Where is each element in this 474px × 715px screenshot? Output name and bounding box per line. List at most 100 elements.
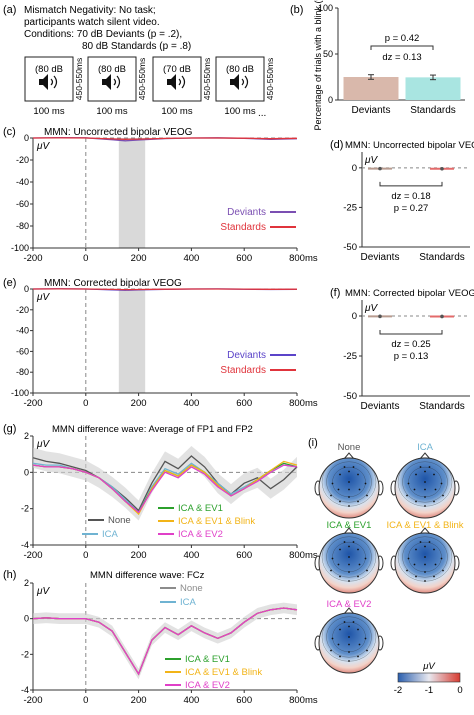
effect-size: dz = 0.13 [382, 52, 421, 63]
y-unit-label: μV [36, 586, 50, 597]
electrode-dot [330, 494, 332, 497]
x-tick-label: -200 [23, 550, 42, 561]
data-point [440, 166, 444, 171]
scalp-map [394, 457, 456, 519]
panel-d-title: MMN: Uncorrected bipolar VEOG [345, 140, 474, 151]
y-tick-label: 0 [328, 95, 333, 105]
electrode-dot [343, 541, 346, 543]
x-tick-label: 400 [183, 253, 199, 264]
electrode-dot [415, 575, 417, 578]
electrode-dot [348, 571, 350, 573]
x-unit-label: ms [305, 253, 318, 264]
panel-e-plot: 0 -20 -40 -60 -80 -100-200 0 200 400 600 800 ms μV De… [11, 284, 318, 409]
electrode-dot [358, 488, 361, 491]
tone-level: (80 dB [98, 64, 126, 75]
contour-line [326, 536, 372, 578]
scalp-map [394, 532, 456, 594]
electrode-dot [337, 488, 340, 491]
panel-a-line-3: Conditions: 70 dB Deviants (p = .2), [24, 29, 182, 40]
x-tick-label: Deviants [361, 252, 400, 263]
panel-c-letter: (c) [3, 126, 16, 138]
contour-line [326, 461, 372, 503]
y-tick-label: -25 [343, 351, 357, 362]
series-line-ica-ev2 [32, 607, 298, 676]
confidence-band [33, 446, 297, 521]
y-tick-label: 0 [352, 311, 357, 322]
electrode-dot [357, 628, 359, 631]
p-value: p = 0.13 [394, 351, 429, 362]
x-tick-label: Standards [410, 105, 456, 116]
x-tick-label: -200 [23, 695, 42, 706]
electrode-dot [357, 500, 359, 503]
significance-bracket [370, 45, 434, 50]
significance-bracket [379, 330, 443, 335]
panel-h: (h) MMN difference wave: FCz 2 0 -2 -4-200 0… [3, 569, 318, 706]
analysis-window [118, 138, 146, 248]
legend-label: Deviants [227, 350, 266, 361]
data-point [378, 314, 382, 319]
electrode-dot [424, 580, 426, 582]
x-tick-label: Deviants [352, 105, 391, 116]
topomap-label: ICA & EV2 [327, 599, 372, 610]
electrode-dot [428, 541, 431, 543]
electrode-dot [424, 496, 426, 498]
panel-c-plot: 0 -20 -40 -60 -80 -100-200 0 200 400 600 800 ms μV De… [11, 133, 318, 264]
electrode-dot [339, 655, 341, 658]
y-tick-label: -60 [16, 346, 29, 356]
y-unit-label: μV [364, 155, 378, 166]
series-line-ica-ev2 [32, 464, 298, 514]
y-tick-label: 2 [24, 431, 29, 441]
electrode-dot [331, 557, 334, 560]
bar-standards [405, 77, 461, 100]
panel-d-letter: (d) [330, 139, 343, 151]
electrode-dot [348, 505, 350, 507]
significance-bracket [379, 181, 443, 187]
panel-g-plot: 2 0 -2 -4-200 0 200 400 600 800 ms μV None ICA ICA & … [21, 431, 318, 561]
panel-f-title: MMN: Corrected bipolar VEOG [345, 288, 474, 299]
x-tick-label: 200 [131, 398, 147, 409]
x-tick-label: 0 [83, 695, 88, 706]
y-tick-label: -50 [343, 391, 357, 402]
electrode-dot [424, 481, 426, 483]
electrode-dot [348, 556, 350, 558]
panel-b-plot: 0 50 100 Deviants Standards p = 0.42 dz = 0.13 [318, 3, 465, 116]
x-tick-label: 200 [131, 253, 147, 264]
y-tick-label: -60 [16, 199, 29, 209]
y-tick-label: -100 [11, 243, 29, 253]
electrode-dot [348, 488, 350, 491]
series-line-none [32, 455, 298, 512]
electrode-dot [433, 575, 435, 578]
electrode-dot [424, 545, 426, 548]
x-tick-label: 400 [183, 695, 199, 706]
panel-e: (e) MMN: Corrected bipolar VEOG 0 -20 -40 -… [3, 277, 318, 409]
analysis-window [118, 289, 146, 393]
electrode-dot [440, 557, 443, 560]
electrode-dot [364, 557, 367, 560]
electrode-dot [424, 488, 426, 491]
electrode-dot [348, 563, 350, 566]
y-tick-label: 50 [323, 49, 333, 59]
electrode-dot [428, 466, 431, 468]
x-tick-label: -200 [23, 398, 42, 409]
x-tick-label: 600 [236, 253, 252, 264]
electrode-dot [407, 482, 410, 485]
nose-icon [419, 452, 431, 460]
x-tick-label: 400 [183, 550, 199, 561]
electrode-dot [364, 482, 367, 485]
electrode-dot [442, 494, 444, 497]
y-tick-label: -20 [16, 305, 29, 315]
panel-a-line-1: Mismatch Negativity: No task; [24, 5, 156, 16]
tone-duration: 100 ms [224, 106, 255, 117]
panel-c: (c) MMN: Uncorrected bipolar VEOG 0 -20 -4… [3, 126, 318, 264]
scalp-map [318, 457, 380, 519]
electrode-dot [348, 580, 350, 582]
series-line-standards [32, 137, 298, 140]
legend-label: ICA [180, 597, 197, 608]
scalp-map [318, 532, 380, 594]
electrode-dot [406, 494, 408, 497]
panel-g-title: MMN difference wave: Average of FP1 and … [52, 424, 253, 435]
isi-label: 450-550ms [265, 58, 275, 101]
panel-b-letter: (b) [290, 4, 303, 16]
legend-label: ICA & EV1 & Blink [178, 516, 255, 527]
